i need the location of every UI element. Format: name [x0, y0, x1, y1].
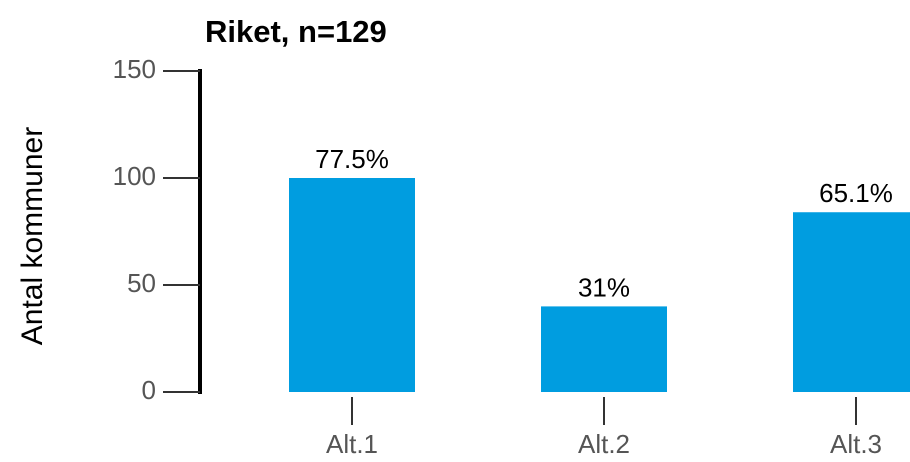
x-tick-label: Alt.2	[578, 429, 630, 459]
bar	[541, 306, 667, 392]
y-axis-label: Antal kommuner	[16, 127, 49, 345]
data-label: 77.5%	[315, 144, 389, 174]
bar	[793, 212, 910, 392]
y-tick-label: 50	[127, 268, 156, 298]
data-label: 31%	[578, 272, 630, 302]
x-tick-label: Alt.3	[830, 429, 882, 459]
y-tick-label: 0	[142, 375, 156, 405]
bar	[289, 178, 415, 392]
chart-title: Riket, n=129	[205, 14, 387, 49]
y-tick-label: 100	[113, 161, 156, 191]
y-tick-label: 150	[113, 54, 156, 84]
data-label: 65.1%	[819, 178, 893, 208]
x-tick-label: Alt.1	[326, 429, 378, 459]
